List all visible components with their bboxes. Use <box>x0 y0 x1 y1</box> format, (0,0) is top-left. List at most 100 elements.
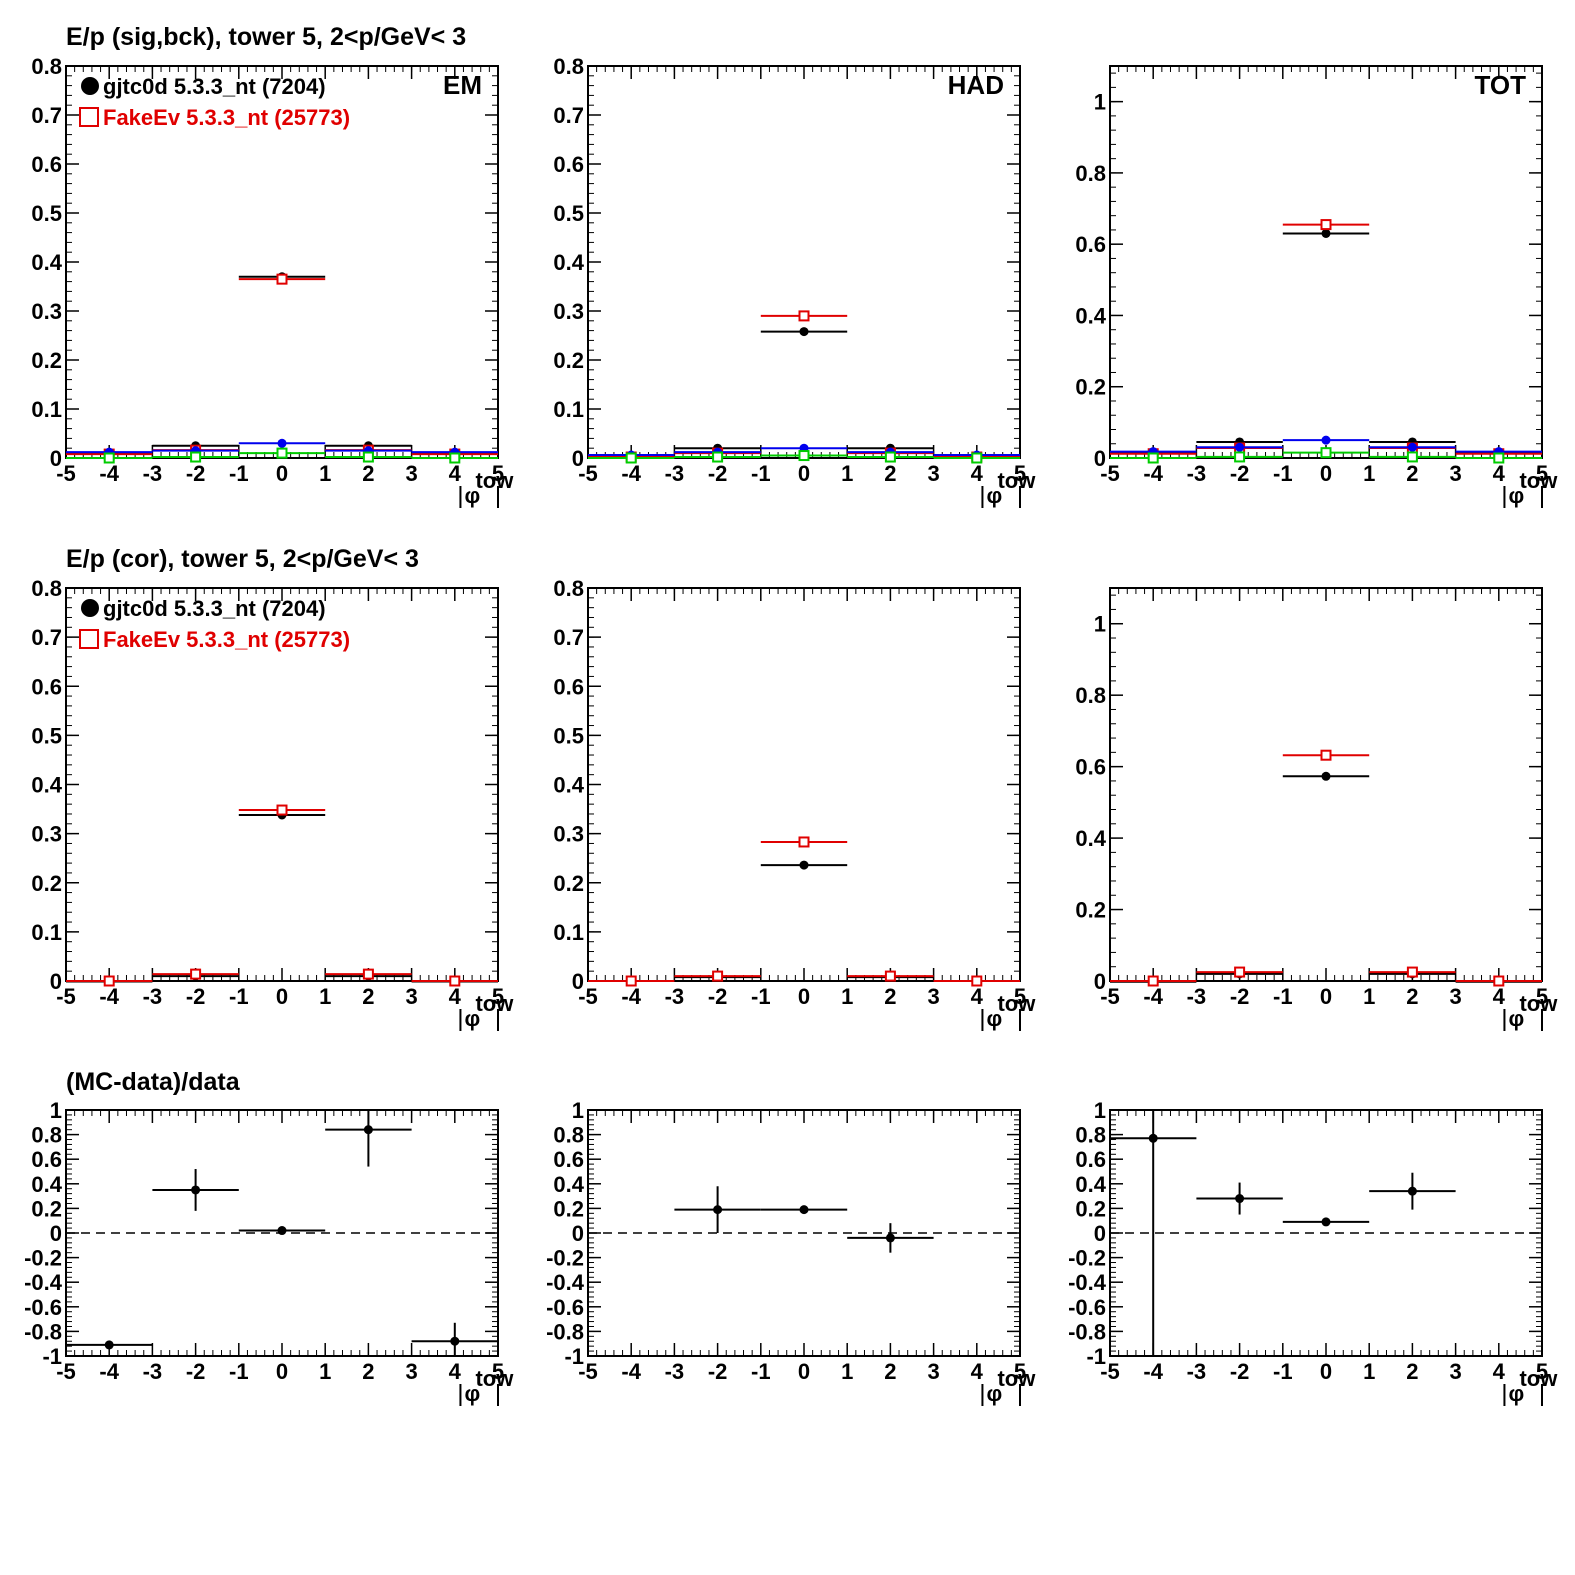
x-tick-label: 5 <box>492 1359 504 1384</box>
legend-entry: FakeEv 5.3.3_nt (25773) <box>103 627 350 652</box>
data-point <box>712 451 724 463</box>
y-tick-label: 0.4 <box>1075 1172 1106 1197</box>
data-point <box>799 860 809 870</box>
x-tick-label: 5 <box>1014 984 1026 1009</box>
series-1 <box>1110 771 1542 987</box>
x-axis-label-tow: tow <box>475 1366 514 1391</box>
x-tick-label: -1 <box>751 1359 771 1384</box>
plot-frame <box>1109 587 1543 982</box>
x-tick-label: -5 <box>578 461 598 486</box>
x-tick-label: -5 <box>578 984 598 1009</box>
y-tick-label: 0.8 <box>553 54 584 79</box>
y-tick-label: 0.1 <box>31 397 62 422</box>
x-tick-label: -4 <box>99 1359 119 1384</box>
x-tick-label: -2 <box>186 1359 206 1384</box>
data-point <box>1148 1133 1158 1143</box>
x-tick-label: 3 <box>927 984 939 1009</box>
x-tick-label: -4 <box>1143 984 1163 1009</box>
x-tick-label: 5 <box>1014 461 1026 486</box>
x-tick-label: 2 <box>884 984 896 1009</box>
data-point <box>276 804 288 816</box>
data-point <box>190 451 202 463</box>
series-4 <box>588 450 1020 464</box>
data-point <box>1320 447 1332 459</box>
y-tick-label: 0.6 <box>31 674 62 699</box>
y-tick-label: 0.8 <box>31 1123 62 1148</box>
x-tick-label: 1 <box>319 1359 331 1384</box>
x-axis-label-phi: φ <box>464 1381 480 1406</box>
y-tick-label: 0.2 <box>31 871 62 896</box>
x-tick-label: 0 <box>798 1359 810 1384</box>
panels: -5 -4 -3 -2 -1 0 1 2 3 4 5 0 0.1 0.2 0.3 0.4 0.5 0.6 0.7 0.… <box>24 54 1558 1406</box>
y-tick-label: 0.2 <box>1075 375 1106 400</box>
chart-panel-3-3: -5 -4 -3 -2 -1 0 1 2 3 4 5-1-0.8-0.6-0.4-0.200.20.… <box>1068 1098 1558 1406</box>
x-tick-label: -3 <box>665 1359 685 1384</box>
chart-panel-3-2: -5 -4 -3 -2 -1 0 1 2 3 4 5-1-0.8-0.6-0.4-0.200.20.… <box>546 1098 1036 1406</box>
x-axis-label-tow: tow <box>1519 1366 1558 1391</box>
chart-panel-3-1: -5 -4 -3 -2 -1 0 1 2 3 4 5-1-0.8-0.6-0.4-0.200.20.… <box>24 1098 514 1406</box>
series-1 <box>66 272 498 458</box>
x-tick-label: -2 <box>1230 461 1250 486</box>
data-point <box>1235 1194 1245 1204</box>
legend-marker <box>79 107 99 127</box>
x-tick-label: 0 <box>798 984 810 1009</box>
x-tick-label: -2 <box>708 461 728 486</box>
y-tick-label: 0.5 <box>553 201 584 226</box>
y-tick-label: -0.2 <box>546 1246 584 1271</box>
chart-panel-1-2: -5 -4 -3 -2 -1 0 1 2 3 4 5 0 0.1 0.2 0.3 0.4 0.5 0.6 0.7 0.… <box>553 54 1036 508</box>
chart-panel-2-1: -5 -4 -3 -2 -1 0 1 2 3 4 5 0 0.1 0.2 0.3 0.4 0.5 0.6 0.7 0.… <box>31 576 514 1031</box>
data-point <box>1493 975 1505 987</box>
data-point <box>1493 452 1505 464</box>
data-point <box>449 975 461 987</box>
x-tick-label: 1 <box>1363 984 1375 1009</box>
x-tick-label: -2 <box>186 461 206 486</box>
x-tick-label: 1 <box>841 984 853 1009</box>
series-2 <box>1110 219 1542 460</box>
x-tick-label: 3 <box>1449 1359 1461 1384</box>
y-tick-label: -0.6 <box>1068 1295 1106 1320</box>
x-tick-label: -4 <box>99 461 119 486</box>
x-tick-label: 4 <box>971 461 984 486</box>
plot-frame <box>1109 65 1543 459</box>
y-tick-label: 0.1 <box>553 920 584 945</box>
x-axis-label-phi: φ <box>986 483 1002 508</box>
y-tick-label: 0.2 <box>553 871 584 896</box>
y-tick-label: 0 <box>572 446 584 471</box>
x-tick-label: 4 <box>1493 1359 1506 1384</box>
y-tick-label: 0.8 <box>1075 1123 1106 1148</box>
y-tick-label: 0.2 <box>1075 898 1106 923</box>
x-axis-label-phi: φ <box>986 1381 1002 1406</box>
y-tick-label: 0.4 <box>1075 303 1106 328</box>
x-tick-label: -5 <box>56 984 76 1009</box>
x-tick-label: 3 <box>405 984 417 1009</box>
x-axis-label-phi: φ <box>1508 483 1524 508</box>
series-2 <box>66 804 498 987</box>
y-tick-label: 0.6 <box>553 1147 584 1172</box>
data-point <box>362 451 374 463</box>
x-tick-label: -3 <box>665 984 685 1009</box>
y-tick-label: 0.6 <box>553 674 584 699</box>
data-point <box>362 968 374 980</box>
data-point <box>1147 452 1159 464</box>
x-axis-label-phi: φ <box>1508 1006 1524 1031</box>
x-tick-label: 1 <box>319 461 331 486</box>
x-tick-label: 2 <box>1406 461 1418 486</box>
x-tick-label: 4 <box>1493 984 1506 1009</box>
data-point <box>1321 228 1331 238</box>
y-tick-label: 1 <box>1094 90 1106 115</box>
legend-entry: gjtc0d 5.3.3_nt (7204) <box>103 74 326 99</box>
y-tick-label: 0.4 <box>553 773 584 798</box>
x-tick-label: -1 <box>229 984 249 1009</box>
x-tick-label: -4 <box>621 1359 641 1384</box>
series-1 <box>1110 1110 1456 1356</box>
y-tick-label: 0.8 <box>553 576 584 601</box>
y-tick-label: 0.3 <box>553 822 584 847</box>
y-tick-label: 0.1 <box>31 920 62 945</box>
data-point <box>1321 771 1331 781</box>
data-point <box>625 452 637 464</box>
data-point <box>276 447 288 459</box>
x-tick-label: 5 <box>492 461 504 486</box>
y-tick-label: -0.4 <box>1068 1270 1107 1295</box>
legend-entry: FakeEv 5.3.3_nt (25773) <box>103 105 350 130</box>
